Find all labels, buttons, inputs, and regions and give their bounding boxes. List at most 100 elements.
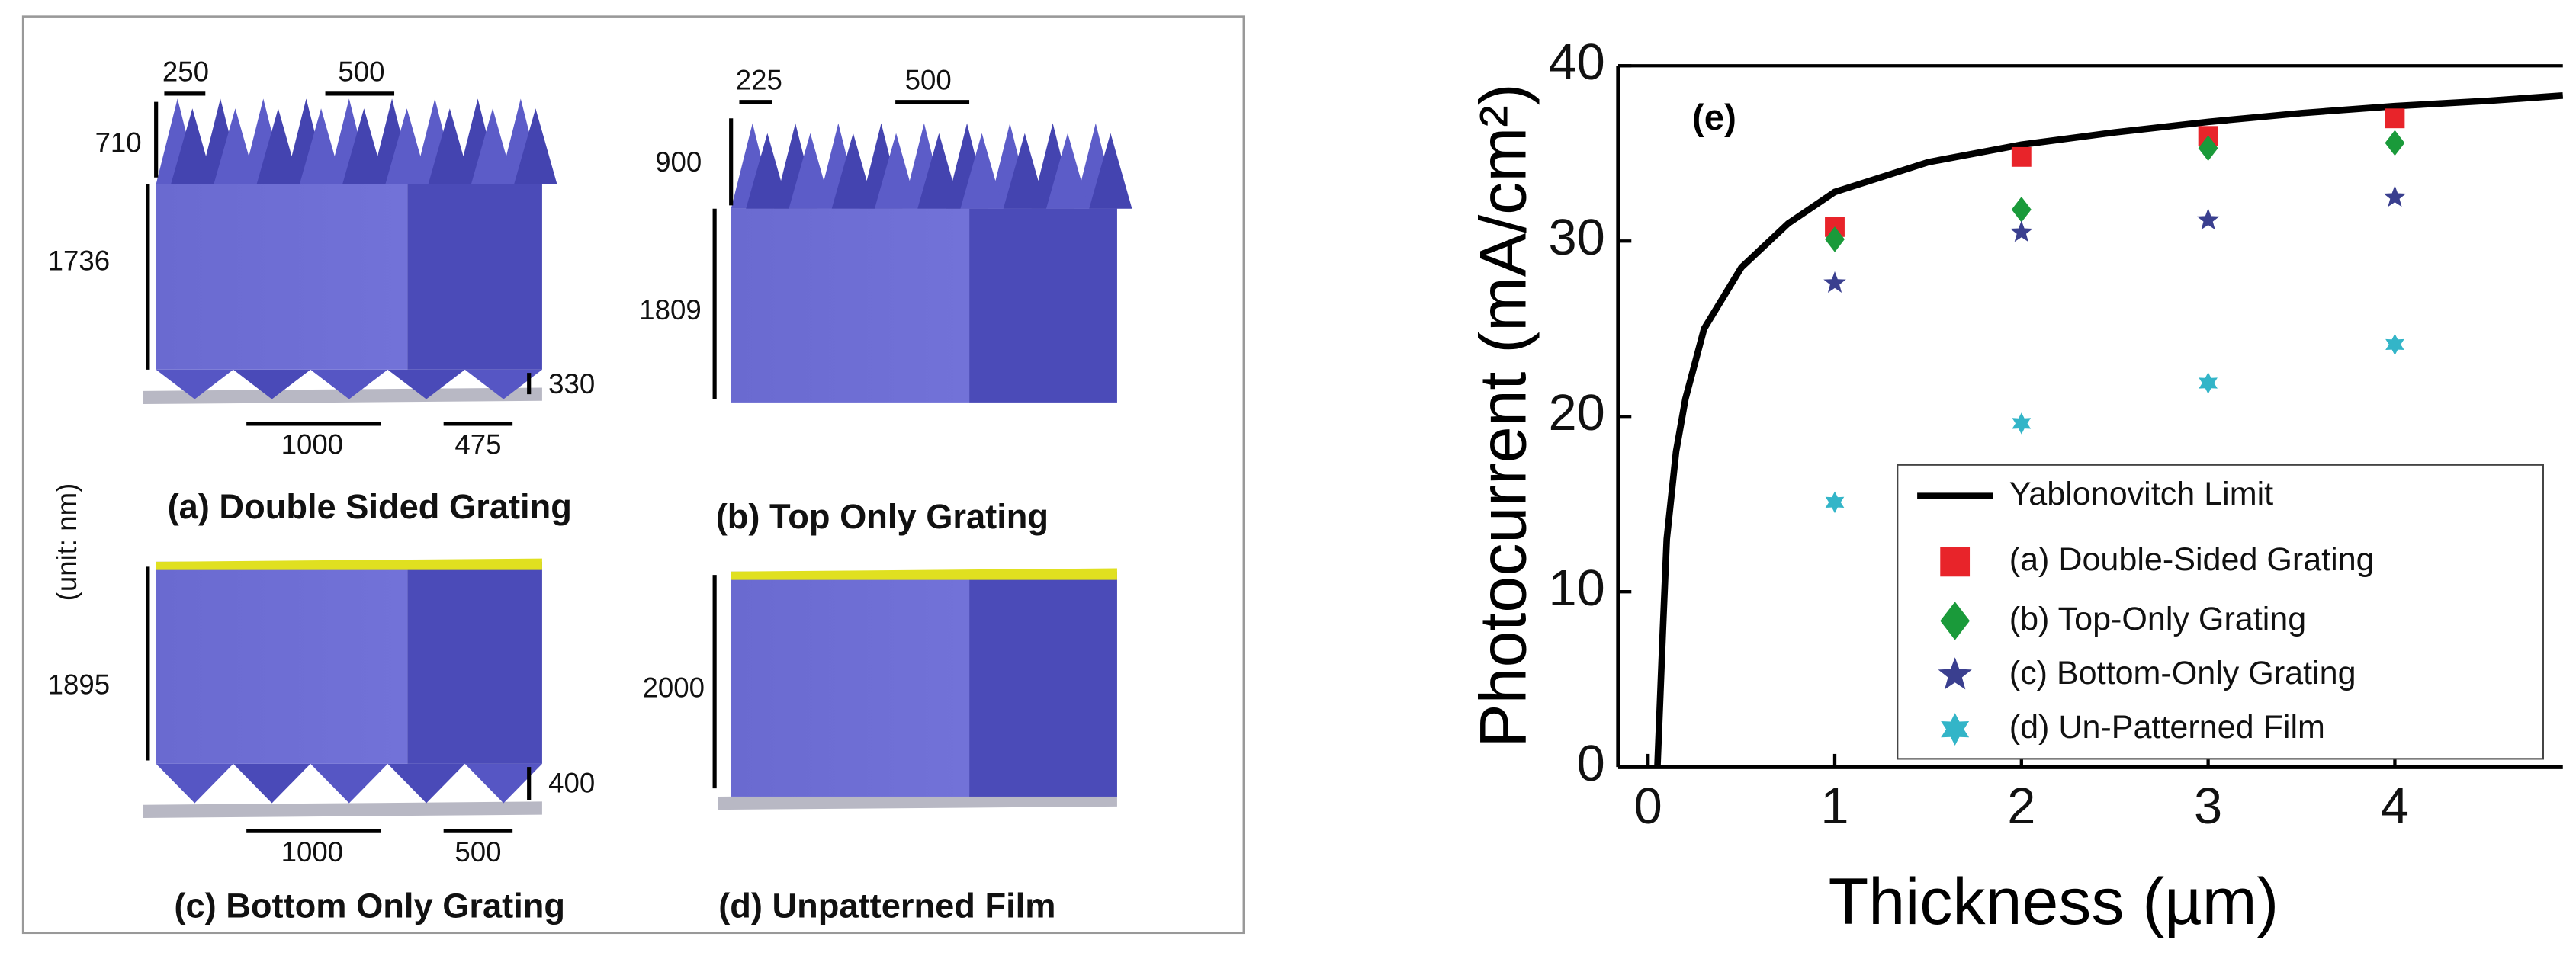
legend-marker bbox=[1941, 713, 1970, 746]
substrate bbox=[143, 801, 542, 818]
pyramid bbox=[233, 369, 311, 399]
marker bbox=[2385, 130, 2405, 156]
substrate bbox=[143, 387, 542, 405]
dimension-label: 330 bbox=[548, 368, 595, 399]
marker bbox=[2385, 108, 2405, 129]
film-top bbox=[731, 568, 1117, 580]
legend-label: Yablonovitch Limit bbox=[2009, 476, 2273, 512]
marker bbox=[2196, 208, 2220, 230]
pyramid bbox=[960, 133, 1004, 209]
panel-caption: (d) Unpatterned Film bbox=[718, 886, 1055, 925]
pyramid bbox=[171, 108, 214, 184]
y-tick-label: 30 bbox=[1549, 210, 1605, 266]
dimension-label: 1000 bbox=[281, 429, 343, 460]
marker bbox=[2011, 146, 2032, 167]
pyramid bbox=[831, 133, 875, 209]
legend-label: (c) Bottom-Only Grating bbox=[2009, 655, 2356, 691]
block-front bbox=[156, 561, 408, 764]
y-tick-label: 10 bbox=[1549, 560, 1605, 617]
x-axis-label: Thickness (µm) bbox=[1829, 865, 2279, 938]
marker bbox=[1823, 271, 1846, 293]
marker bbox=[2011, 197, 2032, 223]
pyramid bbox=[385, 108, 429, 184]
legend-marker bbox=[1940, 547, 1971, 577]
dimension-label: 500 bbox=[338, 56, 384, 88]
pyramid bbox=[1089, 133, 1132, 209]
dimension-label: 250 bbox=[162, 56, 209, 88]
diagrams: 250 500 710 1736 330 1000 475 (a) Double Sided … bbox=[48, 56, 1132, 925]
pyramid bbox=[387, 763, 465, 804]
pyramid bbox=[310, 369, 388, 399]
block-front bbox=[731, 571, 970, 797]
legend-label: (d) Un-Patterned Film bbox=[2009, 709, 2325, 746]
legend-label: (a) Double-Sided Grating bbox=[2009, 541, 2375, 578]
pyramid bbox=[1003, 133, 1046, 209]
dimension-label: 475 bbox=[454, 429, 501, 460]
dimension-label: 1895 bbox=[48, 669, 110, 700]
pyramid bbox=[428, 108, 471, 184]
marker bbox=[2012, 412, 2032, 435]
marker bbox=[2010, 220, 2033, 242]
pyramid bbox=[514, 108, 557, 184]
marker bbox=[2385, 333, 2404, 356]
dimension-label: 710 bbox=[95, 127, 142, 158]
y-tick-label: 40 bbox=[1549, 34, 1605, 91]
x-tick-label: 3 bbox=[2194, 778, 2222, 835]
x-tick-label: 0 bbox=[1634, 778, 1662, 835]
x-tick-label: 4 bbox=[2381, 778, 2409, 835]
film-top bbox=[156, 558, 542, 570]
block-side bbox=[969, 571, 1117, 797]
pyramid bbox=[233, 763, 311, 804]
block-front bbox=[156, 184, 408, 370]
dimension-label: 900 bbox=[655, 146, 702, 178]
pyramid bbox=[1045, 133, 1090, 209]
pyramid bbox=[387, 369, 465, 399]
pyramid bbox=[789, 133, 832, 209]
pyramid bbox=[299, 108, 343, 184]
panel-caption: (b) Top Only Grating bbox=[716, 497, 1049, 536]
y-tick-label: 20 bbox=[1549, 385, 1605, 441]
block-side bbox=[407, 184, 542, 370]
block-front bbox=[731, 208, 970, 403]
dimension-label: 1000 bbox=[281, 836, 343, 868]
pyramid bbox=[917, 133, 961, 209]
dimension-label: 500 bbox=[454, 836, 501, 868]
pyramid bbox=[464, 369, 542, 399]
y-tick-label: 0 bbox=[1577, 736, 1605, 792]
panel-caption: (a) Double Sided Grating bbox=[168, 487, 572, 526]
pyramid bbox=[214, 108, 257, 184]
block-side bbox=[407, 561, 542, 764]
marker bbox=[2383, 185, 2407, 207]
marker bbox=[2199, 372, 2218, 394]
legend-marker bbox=[1938, 657, 1972, 690]
substrate bbox=[718, 793, 1117, 810]
dimension-label: 500 bbox=[905, 64, 952, 95]
panel-caption: (c) Bottom Only Grating bbox=[174, 886, 565, 925]
marker bbox=[1825, 226, 1845, 252]
x-tick-label: 2 bbox=[2007, 778, 2035, 835]
legend-frame bbox=[1897, 464, 2544, 760]
pyramid bbox=[156, 369, 233, 399]
pyramid bbox=[746, 133, 789, 209]
dimension-label: 1736 bbox=[48, 245, 110, 276]
y-axis-label: Photocurrent (mA/cm²) bbox=[1466, 83, 1540, 747]
pyramid bbox=[874, 133, 918, 209]
pyramid bbox=[310, 763, 388, 804]
legend-marker bbox=[1940, 602, 1971, 640]
dimension-label: 1809 bbox=[639, 294, 701, 326]
dimension-label: 225 bbox=[736, 64, 782, 95]
pyramid bbox=[156, 763, 233, 804]
pyramid bbox=[464, 763, 542, 804]
limit-line bbox=[1654, 92, 2564, 768]
dimension-label: 2000 bbox=[643, 672, 705, 704]
block-side bbox=[969, 208, 1117, 403]
unit-label: (unit: nm) bbox=[51, 483, 82, 602]
pyramid bbox=[471, 108, 515, 184]
annotation: (e) bbox=[1692, 98, 1736, 138]
dimension-label: 400 bbox=[548, 768, 595, 799]
legend-label: (b) Top-Only Grating bbox=[2009, 601, 2306, 637]
pyramid bbox=[342, 108, 386, 184]
marker bbox=[2198, 135, 2218, 162]
pyramid bbox=[256, 108, 300, 184]
